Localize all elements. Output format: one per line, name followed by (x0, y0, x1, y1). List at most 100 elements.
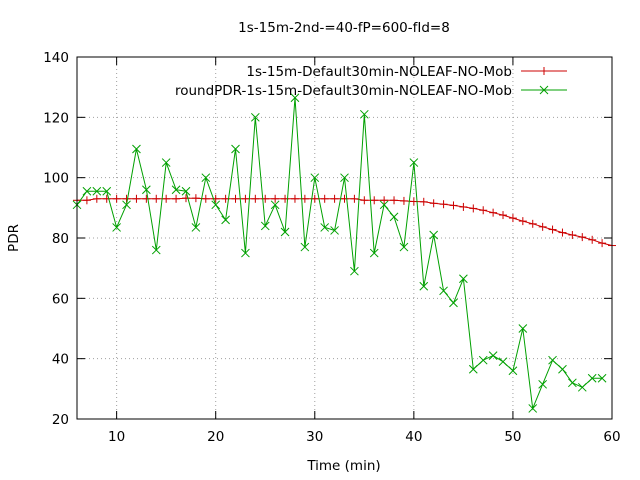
legend-swatch-marker (539, 85, 549, 95)
cross-marker-b (478, 355, 488, 365)
cross-marker-b (597, 373, 607, 383)
x-axis-label: Time (min) (306, 458, 380, 474)
cross-marker-b (350, 266, 359, 276)
cross-marker-b (558, 364, 567, 374)
chart-title: 1s-15m-2nd-=40-fP=600-fId=8 (238, 20, 450, 36)
series-2-point (508, 366, 518, 376)
series-2-point (221, 215, 230, 225)
cross-marker-b (468, 364, 478, 374)
series-2-point (112, 223, 121, 232)
cross-marker-b (577, 382, 587, 392)
cross-marker-b (439, 286, 448, 296)
series-1-point (122, 194, 131, 203)
series-2-point (280, 227, 290, 237)
legend-label: roundPDR-1s-15m-Default30min-NOLEAF-NO-M… (175, 83, 512, 99)
cross-marker-b (310, 173, 320, 183)
cross-marker-b (587, 373, 597, 383)
series-1-point (191, 194, 200, 203)
series-2-point (92, 186, 102, 196)
cross-marker-b (250, 112, 260, 122)
series-1-point (112, 194, 121, 203)
cross-marker-b (171, 185, 181, 195)
cross-marker-b (132, 144, 141, 154)
cross-marker-b (231, 144, 240, 154)
x-tick-label: 10 (108, 429, 125, 445)
series-2-point (132, 144, 141, 154)
cross-marker-b (151, 245, 161, 255)
cross-marker-b (409, 158, 419, 167)
cross-marker-b (122, 200, 131, 210)
y-tick-label: 80 (52, 231, 69, 247)
cross-marker-b (211, 200, 221, 210)
cross-marker-b (340, 173, 349, 183)
cross-marker-b (389, 212, 399, 222)
series-1-point (538, 222, 547, 231)
series-1-point (479, 206, 488, 215)
legend-label: 1s-15m-Default30min-NOLEAF-NO-Mob (246, 64, 512, 80)
series-1-point (429, 199, 438, 208)
series-1-point (449, 201, 458, 210)
series-2-point (558, 364, 567, 374)
series-2-point (350, 266, 359, 276)
cross-marker-b (379, 200, 389, 210)
series-1-point (399, 196, 408, 205)
x-tick-label: 60 (603, 429, 620, 445)
series-2-point (330, 226, 339, 235)
series-2-point (577, 382, 587, 392)
series-2-point (419, 281, 429, 291)
cross-marker-b (498, 357, 508, 367)
series-2-point (478, 355, 488, 365)
series-1-point (390, 196, 399, 205)
cross-marker-b (459, 274, 468, 284)
y-tick-label: 20 (52, 412, 69, 428)
tick-labels: 20 40 60 80 100 120 140 10 20 30 40 50 60 (43, 50, 620, 445)
series-2-point (290, 93, 300, 103)
legend: 1s-15m-Default30min-NOLEAF-NO-Mob roundPD… (175, 64, 567, 99)
series-2-point (320, 223, 330, 232)
cross-marker-b (568, 378, 577, 388)
series-2-point (389, 212, 399, 222)
series-1-point (350, 194, 359, 203)
series-1-point (499, 211, 508, 220)
series-2-point (141, 185, 151, 195)
series-1-point (578, 233, 587, 242)
series-1-point (568, 230, 577, 239)
series-2-point (260, 221, 270, 231)
series-1-point (82, 196, 91, 205)
series-2-point (171, 185, 181, 195)
series-2-point (548, 355, 557, 365)
series-2-line (76, 97, 603, 411)
series-1-point (370, 196, 379, 205)
series-1-point (300, 194, 309, 203)
cross-marker-b (181, 186, 191, 196)
y-tick-label: 60 (52, 291, 69, 307)
y-tick-label: 120 (43, 110, 69, 126)
cross-marker-b (539, 85, 549, 95)
series-1-point (439, 200, 448, 209)
cross-marker-b (538, 379, 548, 389)
series-2-point (538, 379, 548, 389)
series-1-point (152, 194, 161, 203)
cross-marker-b (369, 248, 379, 258)
cross-marker-b (270, 200, 280, 210)
series-2-point (587, 373, 597, 383)
series-2-point (369, 248, 379, 258)
cross-marker-b (429, 230, 439, 240)
cross-marker-b (508, 366, 518, 376)
series-2-point (518, 324, 528, 333)
series-2-point (102, 186, 112, 196)
series-2 (72, 93, 607, 413)
cross-marker-b (488, 351, 498, 361)
cross-marker-b (221, 215, 230, 225)
series-1-point (330, 194, 339, 203)
series-2-point (181, 186, 191, 196)
series-2-point (597, 373, 607, 383)
cross-marker-b (92, 186, 102, 196)
series-2-point (161, 158, 171, 167)
x-tick-label: 50 (504, 429, 521, 445)
cross-marker-b (260, 221, 270, 231)
series-1-point (508, 214, 517, 223)
series-1-point (271, 194, 280, 203)
